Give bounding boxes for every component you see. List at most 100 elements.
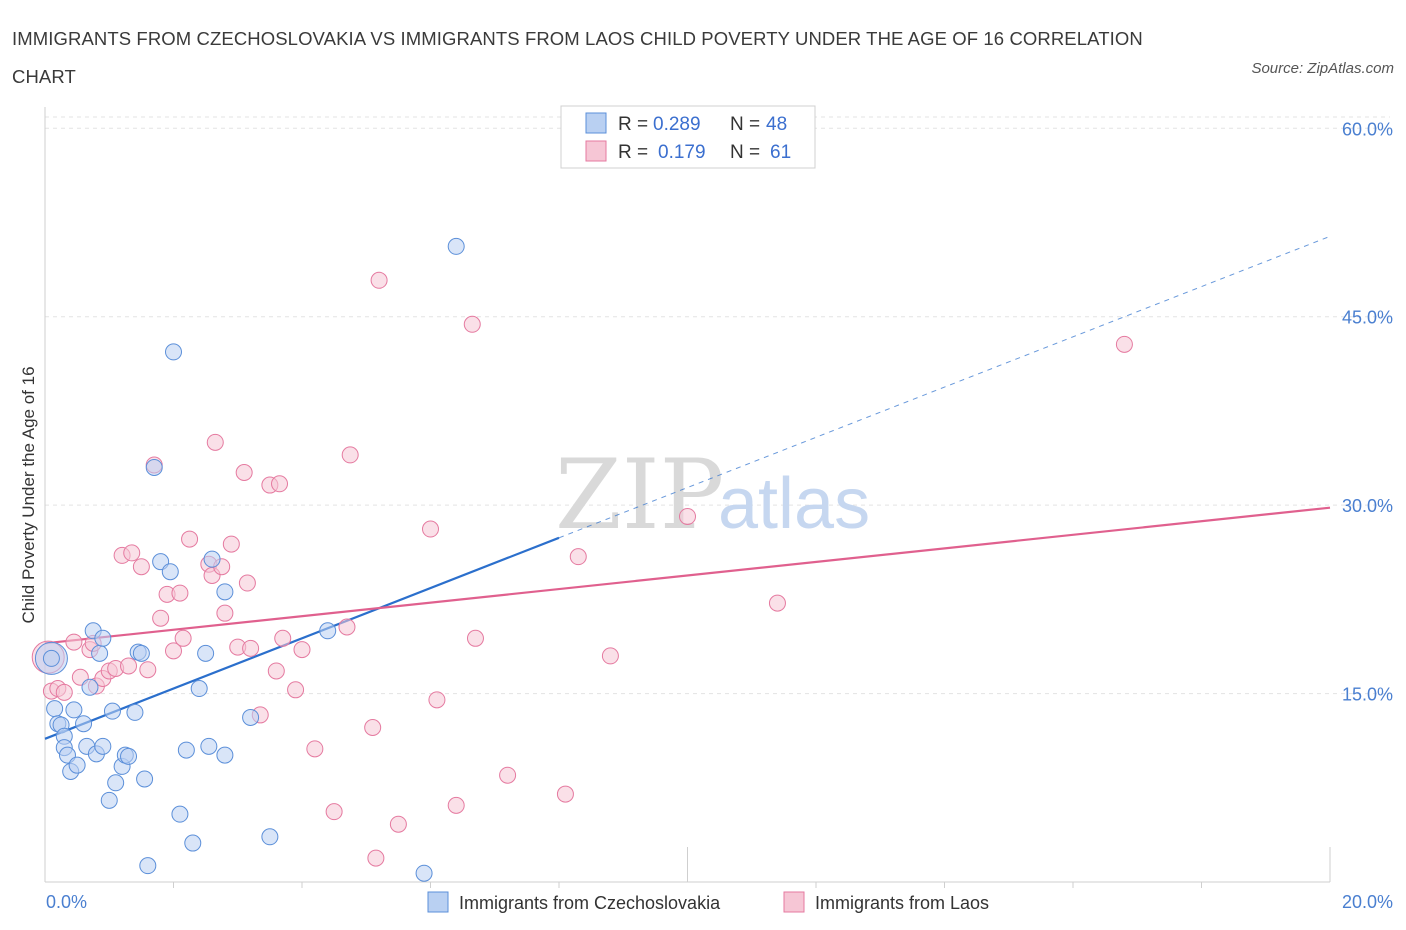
point-laos [238,574,256,592]
watermark-zip: ZIP [555,439,724,551]
point-laos [242,639,260,657]
point-laos [181,530,199,548]
point-laos [267,662,285,680]
point-czechoslovakia [165,343,182,361]
point-laos [206,433,224,451]
point-laos [274,629,292,647]
data-points [31,237,1133,882]
point-laos [341,446,359,464]
point-laos [120,657,138,675]
point-czechoslovakia [216,583,234,601]
point-laos [447,796,465,814]
point-laos [569,548,587,566]
series-label-czechoslovakia: Immigrants from Czechoslovakia [459,893,721,913]
point-czechoslovakia [68,756,86,774]
point-laos [306,740,324,758]
point-czechoslovakia [319,622,337,640]
legend-swatch-czechoslovakia [585,112,607,134]
point-czechoslovakia [75,715,93,733]
series-swatch-czechoslovakia [427,891,449,913]
x-tick-label: 0.0% [46,892,87,912]
point-czechoslovakia [107,774,125,792]
point-czechoslovakia [81,678,99,696]
point-czechoslovakia [242,708,260,726]
point-laos [55,683,73,701]
point-czechoslovakia [190,680,208,698]
point-czechoslovakia [46,700,64,718]
point-laos [222,535,240,553]
point-czechoslovakia [103,702,121,720]
y-axis-label: Child Poverty Under the Age of 16 [19,366,38,623]
chart-title: IMMIGRANTS FROM CZECHOSLOVAKIA VS IMMIGR… [12,28,1143,87]
point-czechoslovakia [161,563,179,581]
legend-n-value: 61 [770,142,791,163]
point-laos [325,803,343,821]
point-czechoslovakia [132,644,150,662]
legend-r-label: R = [618,114,648,135]
axes [44,107,1331,888]
point-laos [499,766,517,784]
point-laos [370,271,388,289]
series-legend: Immigrants from Czechoslovakia Immigrant… [427,891,989,913]
y-tick-label: 60.0% [1342,119,1393,139]
y-tick-label: 30.0% [1342,496,1393,516]
point-laos [1115,335,1133,353]
point-laos [271,475,289,493]
point-laos [287,681,305,699]
trend-line-laos [44,506,1331,645]
point-laos [768,594,786,612]
point-czechoslovakia [120,747,138,765]
trend-line-czechoslovakia-projection [558,235,1331,539]
x-tick-label: 20.0% [1342,892,1393,912]
y-tick-label: 45.0% [1342,308,1393,328]
series-label-laos: Immigrants from Laos [815,893,989,913]
point-czechoslovakia [136,770,154,788]
point-laos [556,785,574,803]
point-czechoslovakia [216,746,234,764]
point-laos [65,633,83,651]
point-czechoslovakia [65,701,83,719]
point-czechoslovakia [100,791,118,809]
point-laos [338,618,356,636]
point-laos [235,463,253,481]
legend-n-label: N = [730,114,760,135]
y-tick-label: 15.0% [1342,685,1393,705]
point-czechoslovakia [261,828,279,846]
point-laos [123,544,141,562]
point-czechoslovakia [94,629,112,647]
point-czechoslovakia [203,550,221,568]
watermark-atlas: atlas [718,464,870,544]
point-czechoslovakia [415,864,433,882]
legend-r-value: 0.289 [653,114,701,135]
series-swatch-laos [783,891,805,913]
point-czechoslovakia [126,703,144,721]
point-czechoslovakia [197,644,215,662]
point-laos [165,642,182,660]
point-laos [293,641,311,659]
point-laos [679,507,696,525]
point-czechoslovakia [184,834,202,852]
point-laos [428,691,446,709]
point-laos [171,584,189,602]
point-laos [463,315,481,333]
stats-legend: R = 0.289 N = 48 R = 0.179 N = 61 [560,105,816,169]
point-laos [466,629,484,647]
point-laos [367,849,385,867]
legend-n-value: 48 [766,114,787,135]
point-laos [132,558,150,576]
point-czechoslovakia [171,805,189,823]
point-laos [139,661,157,679]
point-czechoslovakia [200,737,218,755]
source-label: Source: ZipAtlas.com [1251,60,1394,77]
point-czechoslovakia [177,741,195,759]
point-laos [364,718,382,736]
point-laos [389,815,407,833]
point-laos [152,609,170,627]
point-laos [601,647,619,665]
point-czechoslovakia [447,237,465,255]
point-czechoslovakia [145,458,163,476]
legend-swatch-laos [585,140,607,162]
point-czechoslovakia [139,857,157,875]
point-czechoslovakia [42,649,60,667]
